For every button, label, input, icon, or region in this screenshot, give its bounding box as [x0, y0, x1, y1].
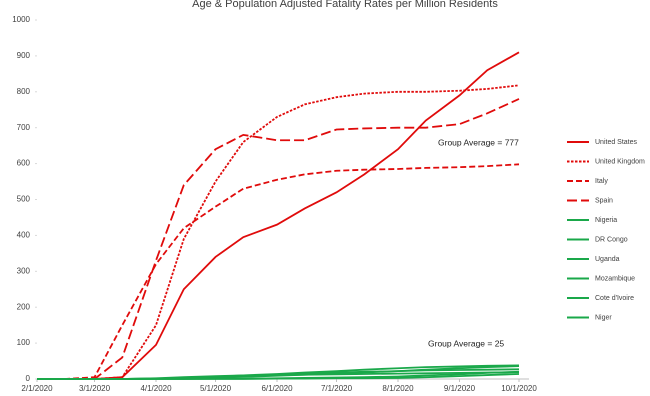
- x-tick-label: 10/1/2020: [501, 384, 537, 393]
- y-tick-label: 200: [17, 302, 31, 311]
- y-tick-label: 0: [26, 374, 31, 383]
- legend-label: United States: [595, 139, 638, 146]
- legend-label: United Kingdom: [595, 158, 645, 165]
- x-tick-label: 5/1/2020: [200, 384, 232, 393]
- legend-label: Cote d'Ivoire: [595, 295, 634, 302]
- y-tick-label: 500: [17, 195, 31, 204]
- x-tick-label: 2/1/2020: [21, 384, 53, 393]
- legend-label: Italy: [595, 178, 608, 185]
- y-tick-label: 300: [17, 266, 31, 275]
- x-tick-label: 7/1/2020: [321, 384, 353, 393]
- legend-label: Uganda: [595, 256, 620, 263]
- legend-label: Nigeria: [595, 217, 617, 224]
- y-tick-label: 900: [17, 51, 31, 60]
- y-tick-label: 600: [17, 159, 31, 168]
- y-tick-label: 100: [17, 338, 31, 347]
- series-line: [37, 371, 520, 380]
- x-tick-label: 3/1/2020: [79, 384, 111, 393]
- chart-title: Age & Population Adjusted Fatality Rates…: [192, 0, 498, 10]
- y-tick-label: 700: [17, 123, 31, 132]
- legend-label: Spain: [595, 197, 613, 204]
- series-line: [37, 163, 520, 380]
- legend-label: Mozambique: [595, 275, 635, 282]
- x-tick-label: 4/1/2020: [140, 384, 172, 393]
- x-tick-label: 6/1/2020: [261, 384, 293, 393]
- annotation: Group Average = 25: [428, 338, 504, 348]
- y-tick-label: 400: [17, 231, 31, 240]
- series-line: [37, 84, 520, 380]
- series-line: [37, 51, 520, 380]
- y-tick-label: 800: [17, 87, 31, 96]
- annotation: Group Average = 777: [438, 137, 519, 147]
- x-tick-label: 8/1/2020: [382, 384, 414, 393]
- series-line: [37, 98, 520, 380]
- x-tick-label: 9/1/2020: [444, 384, 476, 393]
- legend-label: DR Congo: [595, 236, 628, 243]
- legend-label: Niger: [595, 314, 612, 321]
- y-tick-label: 1000: [12, 15, 30, 24]
